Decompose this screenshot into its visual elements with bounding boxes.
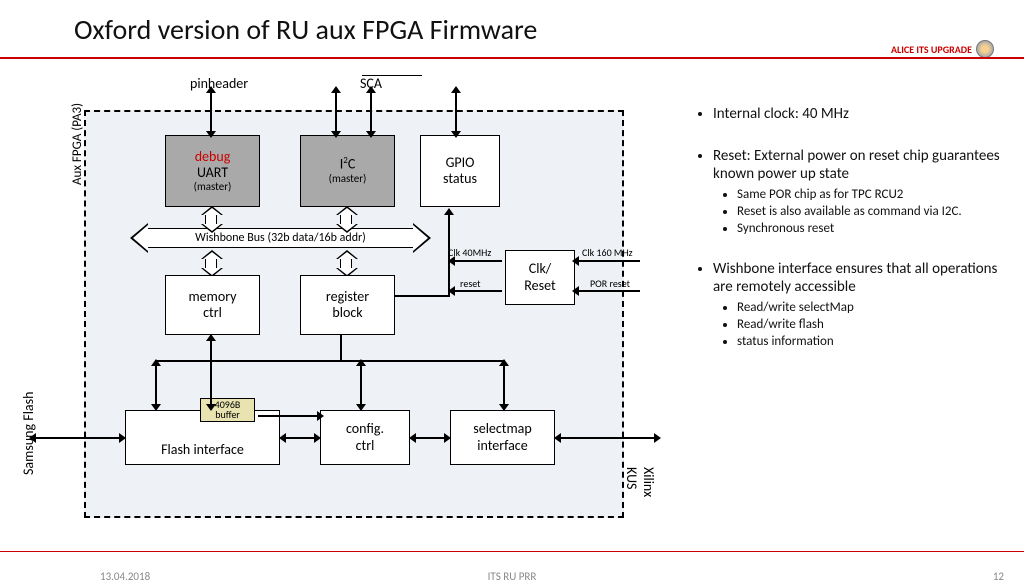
alice-logo-icon <box>976 40 994 58</box>
mem-l1: memory <box>188 289 236 305</box>
gpio-l1: GPIO <box>446 155 475 171</box>
block-gpio: GPIO status <box>420 135 500 207</box>
footer-page: 12 <box>993 570 1004 583</box>
label-xilinx: Xilinx KUS <box>623 467 657 497</box>
block-memory-ctrl: memory ctrl <box>165 275 260 335</box>
footer-center: ITS RU PRR <box>488 570 537 583</box>
uart-title: UART <box>197 165 228 181</box>
fpga-label: Aux FPGA (PA3) <box>70 103 85 185</box>
bullet-3a: Read/write selectMap <box>737 300 1005 315</box>
block-register: register block <box>300 275 395 335</box>
page-title: Oxford version of RU aux FPGA Firmware <box>74 12 1004 47</box>
sel-l2: interface <box>477 438 527 454</box>
i2c-title: I2C <box>340 156 356 173</box>
arrow-flash-cfg <box>285 437 315 439</box>
hollow-arrow-uart <box>205 215 217 224</box>
gpio-l2: status <box>443 171 477 187</box>
block-uart: debug UART (master) <box>165 135 260 207</box>
wishbone-bus: Wishbone Bus (32b data/16b addr) <box>148 228 413 248</box>
sel-l1: selectmap <box>473 421 531 437</box>
uart-sub: (master) <box>194 181 232 194</box>
label-por: POR reset <box>590 277 630 290</box>
arrow-bus-flash <box>155 365 157 405</box>
header-rule <box>0 57 1024 59</box>
bullet-2c: Synchronous reset <box>737 221 1005 236</box>
cfg-l2: ctrl <box>356 438 375 454</box>
arrow-samsung <box>35 437 120 439</box>
bullet-2: Reset: External power on reset chip guar… <box>713 147 1005 236</box>
arrow-xilinx <box>560 437 655 439</box>
upgrade-badge: ALICE ITS UPGRADE <box>891 40 994 58</box>
line-reg-gpio-h <box>395 295 450 297</box>
label-reset: reset <box>460 277 481 290</box>
uart-debug: debug <box>195 149 231 165</box>
flash-l1: Flash interface <box>161 442 244 458</box>
line-reg-gpio-v <box>448 214 450 296</box>
block-selectmap: selectmap interface <box>450 410 555 465</box>
hollow-arrow-mem <box>205 259 217 268</box>
arrow-clk40 <box>454 260 502 262</box>
arrow-reset <box>454 290 502 292</box>
arrow-mem-flash <box>210 340 212 405</box>
label-clk40: Clk 40MHz <box>448 246 491 259</box>
arrow-bus-sel <box>503 365 505 405</box>
arrow-clk160 <box>578 260 640 262</box>
hollow-arrow-reg <box>340 259 352 268</box>
bullet-3b: Read/write flash <box>737 317 1005 332</box>
bus-horizontal <box>155 360 505 362</box>
diagram: pinheader SCA Aux FPGA (PA3) debug UART … <box>60 75 640 520</box>
line-reg-down <box>340 335 342 360</box>
arrow-sca-1 <box>335 92 337 132</box>
arrow-sca-3 <box>455 92 457 132</box>
footer-date: 13.04.2018 <box>100 570 150 583</box>
i2c-sub: (master) <box>329 173 367 186</box>
clk-l2: Reset <box>524 278 555 294</box>
label-samsung: Samsung Flash <box>20 392 37 475</box>
bullet-1: Internal clock: 40 MHz <box>713 105 1005 123</box>
label-clk160: Clk 160 MHz <box>582 246 633 259</box>
hollow-arrow-i2c <box>340 215 352 224</box>
cfg-l1: config. <box>346 421 384 437</box>
bullet-2a: Same POR chip as for TPC RCU2 <box>737 187 1005 202</box>
arrow-cfg-sel <box>415 437 445 439</box>
upgrade-label: ALICE ITS UPGRADE <box>891 43 972 56</box>
arrow-por <box>578 290 640 292</box>
clk-l1: Clk/ <box>529 261 551 277</box>
arrow-sca-2 <box>370 92 372 132</box>
wb-arrow-left-inner <box>133 225 148 251</box>
block-i2c: I2C (master) <box>300 135 395 207</box>
sca-underline <box>362 75 422 76</box>
arrow-bus-cfg <box>360 365 362 405</box>
block-clk-reset: Clk/ Reset <box>505 250 575 305</box>
mem-l2: ctrl <box>203 305 222 321</box>
bullet-2b: Reset is also available as command via I… <box>737 204 1005 219</box>
wb-arrow-right-inner <box>413 225 428 251</box>
label-pinheader: pinheader <box>190 75 248 92</box>
arrow-buffer-cfg <box>258 415 318 417</box>
bullet-list: Internal clock: 40 MHz Reset: External p… <box>695 105 1005 373</box>
header: Oxford version of RU aux FPGA Firmware <box>74 12 1004 47</box>
bullet-3: Wishbone interface ensures that all oper… <box>713 260 1005 349</box>
footer-rule <box>0 551 1024 552</box>
bullet-3c: status information <box>737 334 1005 349</box>
reg-l2: block <box>332 305 362 321</box>
reg-l1: register <box>326 289 369 305</box>
block-config-ctrl: config. ctrl <box>320 410 410 465</box>
arrow-pinheader <box>210 92 212 132</box>
